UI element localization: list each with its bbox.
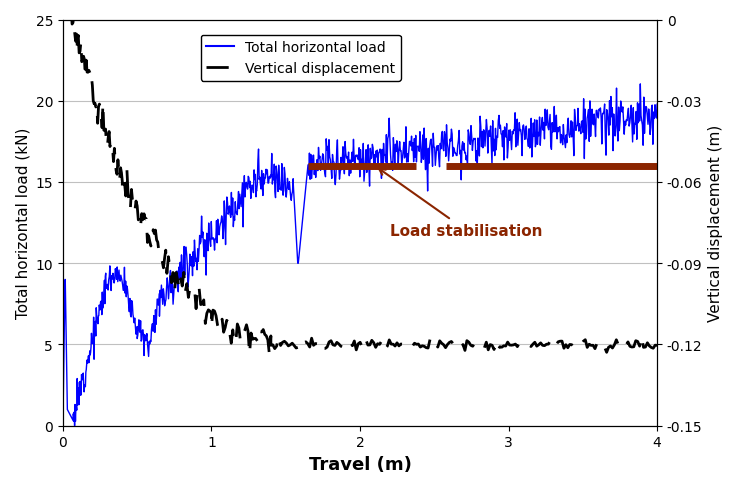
Legend: Total horizontal load, Vertical displacement: Total horizontal load, Vertical displace… (201, 36, 401, 81)
X-axis label: Travel (m): Travel (m) (308, 455, 412, 473)
Y-axis label: Total horizontal load (kN): Total horizontal load (kN) (15, 128, 30, 319)
Text: Load stabilisation: Load stabilisation (379, 169, 542, 238)
Y-axis label: Vertical displacement (m): Vertical displacement (m) (708, 125, 723, 322)
